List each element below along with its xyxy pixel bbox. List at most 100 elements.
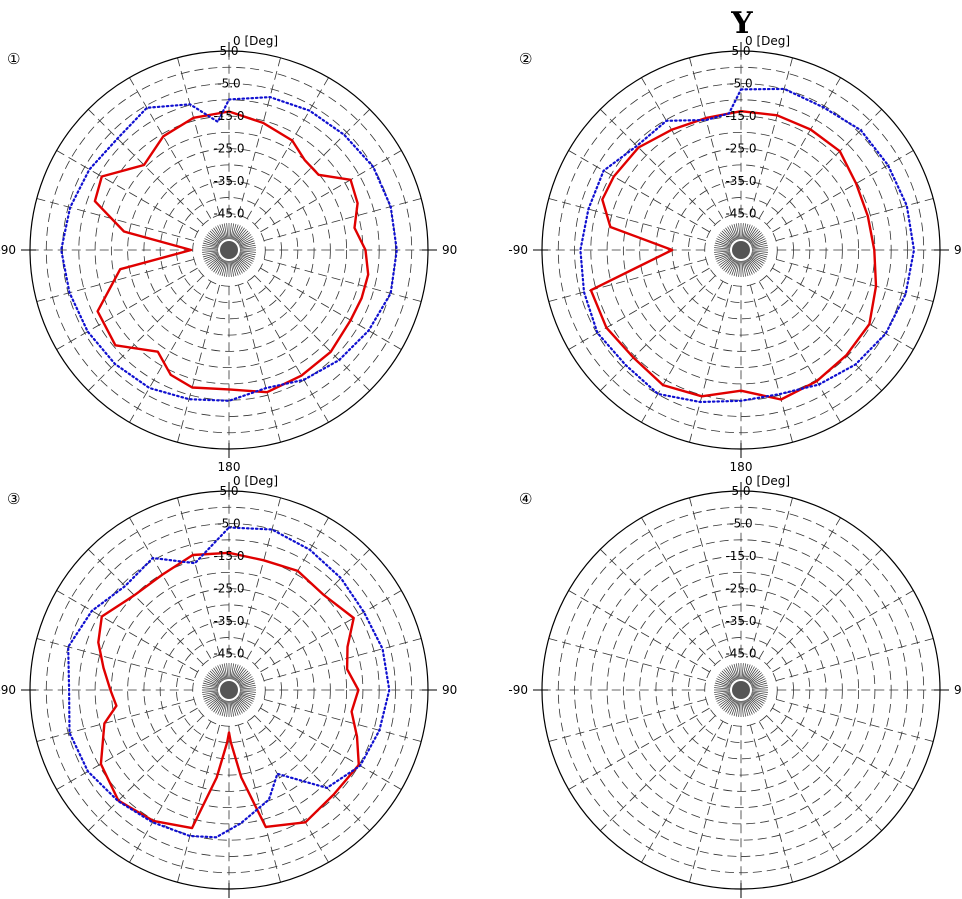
- center-tick: [743, 223, 749, 240]
- center-tick: [236, 697, 249, 710]
- center-tick: [717, 676, 732, 685]
- center-tick: [208, 232, 221, 244]
- center-tick: [751, 250, 768, 253]
- center-tick: [232, 700, 239, 716]
- angle-label-0: 0 [Deg]: [233, 34, 278, 48]
- center-tick: [237, 232, 250, 244]
- grid-circle: [639, 588, 843, 792]
- center-tick: [714, 244, 731, 249]
- center-tick: [727, 666, 736, 681]
- angle-label-minus90: -90: [0, 243, 16, 257]
- center-tick: [751, 684, 768, 689]
- angle-label-minus90: -90: [508, 243, 528, 257]
- center-tick: [211, 698, 223, 711]
- center-tick: [202, 691, 219, 696]
- center-dot: [220, 241, 238, 259]
- center-tick: [750, 238, 766, 246]
- center-tick: [714, 692, 731, 698]
- center-tick: [751, 693, 767, 700]
- center-tick: [202, 682, 219, 688]
- angle-label-90: 90: [442, 683, 457, 697]
- center-tick: [746, 699, 755, 714]
- center-tick: [237, 256, 252, 266]
- grid-spoke: [88, 109, 204, 225]
- angle-label-90: 90: [442, 243, 457, 257]
- center-tick: [717, 695, 732, 704]
- center-tick: [748, 670, 761, 683]
- center-tick: [208, 672, 221, 684]
- center-tick: [751, 682, 768, 688]
- center-tick: [725, 227, 735, 242]
- grid-circle: [606, 555, 876, 825]
- center-tick: [208, 696, 221, 708]
- center-tick: [745, 665, 753, 681]
- series-line-blue: [60, 96, 398, 402]
- angle-label-180: 180: [218, 460, 241, 474]
- center-tick: [236, 257, 249, 270]
- center-tick: [731, 224, 738, 240]
- grid-spoke: [568, 590, 710, 673]
- center-tick: [721, 230, 734, 243]
- center-tick: [238, 694, 254, 702]
- center-tick: [239, 250, 256, 253]
- center-tick: [714, 691, 731, 696]
- radial-tick-label: -5.0: [217, 517, 240, 531]
- center-tick: [749, 672, 762, 684]
- polar-panel-3: 5.0-5.0-15.0-25.0-35.0-45.00 [Deg]90180-…: [0, 474, 457, 898]
- radial-tick-label: -35.0: [213, 614, 244, 628]
- center-tick: [205, 676, 220, 685]
- angle-label-minus90: -90: [508, 683, 528, 697]
- angle-label-0: 0 [Deg]: [745, 34, 790, 48]
- center-tick: [239, 244, 256, 249]
- grid-spoke: [600, 275, 716, 391]
- center-tick: [731, 260, 738, 276]
- center-tick: [751, 690, 768, 693]
- center-tick: [215, 226, 224, 241]
- panel-index-label: ③: [7, 490, 20, 508]
- center-tick: [215, 666, 224, 681]
- grid-spoke: [88, 275, 204, 391]
- center-tick: [741, 260, 744, 277]
- center-tick: [239, 690, 256, 693]
- center-tick: [239, 687, 256, 690]
- series-line-red: [589, 110, 878, 401]
- center-tick: [742, 700, 747, 717]
- center-tick: [239, 251, 256, 256]
- radial-tick-label: -15.0: [213, 549, 244, 563]
- center-dot: [732, 241, 750, 259]
- center-tick: [231, 663, 237, 680]
- center-tick: [750, 254, 766, 262]
- center-tick: [751, 691, 768, 696]
- center-tick: [747, 667, 757, 682]
- center-tick: [721, 257, 734, 270]
- center-tick: [714, 252, 731, 258]
- center-tick: [731, 664, 738, 680]
- center-tick: [202, 687, 219, 690]
- center-tick: [204, 678, 220, 686]
- center-tick: [234, 666, 243, 681]
- grid-spoke: [758, 517, 841, 659]
- center-tick: [219, 260, 226, 276]
- center-tick: [211, 229, 223, 242]
- center-tick: [729, 225, 737, 241]
- radial-tick-label: -5.0: [729, 517, 752, 531]
- grid-spoke: [238, 724, 281, 883]
- center-tick: [750, 255, 765, 264]
- grid-spoke: [568, 150, 710, 233]
- center-tick: [239, 682, 256, 688]
- center-tick: [208, 256, 221, 268]
- grid-circle: [622, 571, 860, 809]
- center-tick: [235, 698, 245, 713]
- center-tick: [238, 255, 253, 264]
- center-tick: [725, 258, 735, 273]
- series-line-red: [93, 110, 370, 394]
- center-tick: [746, 259, 755, 274]
- center-tick: [232, 224, 239, 240]
- radial-tick-label: -25.0: [725, 142, 756, 156]
- radial-tick-label: -15.0: [725, 109, 756, 123]
- center-tick: [202, 684, 219, 689]
- center-tick: [741, 223, 744, 240]
- center-tick: [723, 229, 735, 242]
- center-tick: [204, 694, 220, 702]
